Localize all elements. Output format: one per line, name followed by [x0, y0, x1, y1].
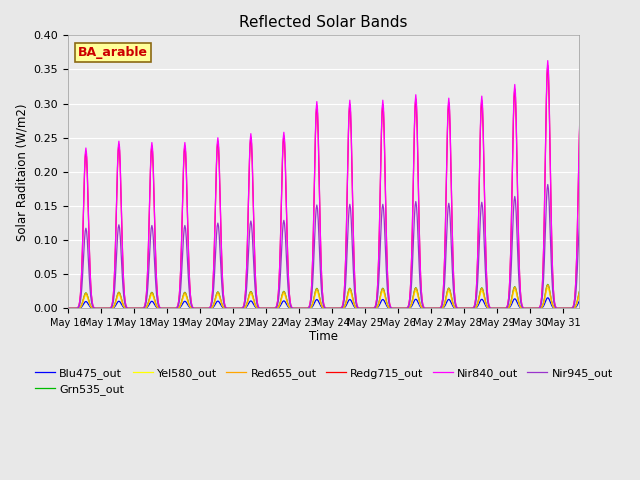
- Text: BA_arable: BA_arable: [78, 46, 148, 59]
- Line: Nir945_out: Nir945_out: [68, 184, 596, 309]
- Line: Blu475_out: Blu475_out: [68, 298, 596, 309]
- Legend: Blu475_out, Grn535_out, Yel580_out, Red655_out, Redg715_out, Nir840_out, Nir945_: Blu475_out, Grn535_out, Yel580_out, Red6…: [30, 363, 618, 400]
- Line: Grn535_out: Grn535_out: [68, 284, 596, 309]
- Title: Reflected Solar Bands: Reflected Solar Bands: [239, 15, 408, 30]
- Y-axis label: Solar Raditaion (W/m2): Solar Raditaion (W/m2): [15, 103, 28, 240]
- Line: Yel580_out: Yel580_out: [68, 288, 596, 309]
- Line: Red655_out: Red655_out: [68, 285, 596, 309]
- Line: Redg715_out: Redg715_out: [68, 66, 596, 309]
- X-axis label: Time: Time: [309, 330, 338, 343]
- Line: Nir840_out: Nir840_out: [68, 60, 596, 309]
